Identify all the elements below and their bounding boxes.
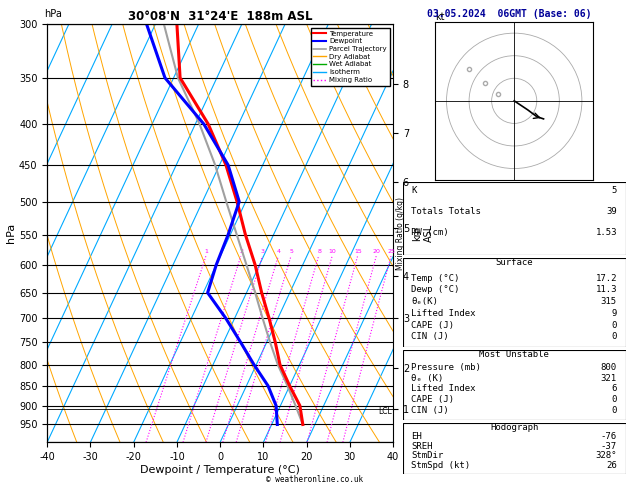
Text: 328°: 328°	[596, 451, 617, 460]
Text: EH: EH	[411, 432, 422, 441]
Text: 8: 8	[317, 249, 321, 254]
Text: hPa: hPa	[44, 9, 62, 19]
Text: 315: 315	[601, 297, 617, 306]
Text: 3: 3	[261, 249, 265, 254]
Text: 2: 2	[240, 249, 243, 254]
Text: CAPE (J): CAPE (J)	[411, 321, 455, 330]
Y-axis label: hPa: hPa	[6, 223, 16, 243]
Text: LCL: LCL	[378, 407, 392, 416]
Text: StmSpd (kt): StmSpd (kt)	[411, 461, 470, 470]
Text: Pressure (mb): Pressure (mb)	[411, 363, 481, 372]
Text: 17.2: 17.2	[596, 274, 617, 283]
Text: 03.05.2024  06GMT (Base: 06): 03.05.2024 06GMT (Base: 06)	[427, 9, 592, 19]
Text: 0: 0	[611, 321, 617, 330]
Legend: Temperature, Dewpoint, Parcel Trajectory, Dry Adiabat, Wet Adiabat, Isotherm, Mi: Temperature, Dewpoint, Parcel Trajectory…	[311, 28, 389, 86]
Text: 26: 26	[606, 461, 617, 470]
Text: 25: 25	[387, 249, 396, 254]
Text: © weatheronline.co.uk: © weatheronline.co.uk	[266, 474, 363, 484]
Text: 39: 39	[606, 207, 617, 216]
Text: 0: 0	[611, 332, 617, 341]
Text: θₑ(K): θₑ(K)	[411, 297, 438, 306]
Text: Lifted Index: Lifted Index	[411, 384, 476, 393]
Text: 20: 20	[373, 249, 381, 254]
Text: 321: 321	[601, 374, 617, 382]
Text: Hodograph: Hodograph	[490, 423, 538, 432]
Text: Dewp (°C): Dewp (°C)	[411, 285, 460, 295]
Text: PW (cm): PW (cm)	[411, 228, 449, 237]
Text: Lifted Index: Lifted Index	[411, 309, 476, 318]
Text: 11.3: 11.3	[596, 285, 617, 295]
Text: CIN (J): CIN (J)	[411, 406, 449, 415]
Text: 9: 9	[611, 309, 617, 318]
X-axis label: Dewpoint / Temperature (°C): Dewpoint / Temperature (°C)	[140, 465, 300, 475]
Text: -37: -37	[601, 442, 617, 451]
Text: 6: 6	[611, 384, 617, 393]
Text: 800: 800	[601, 363, 617, 372]
Text: 1: 1	[204, 249, 208, 254]
Text: 0: 0	[611, 406, 617, 415]
Text: CIN (J): CIN (J)	[411, 332, 449, 341]
Text: 10: 10	[329, 249, 337, 254]
Text: Most Unstable: Most Unstable	[479, 350, 549, 359]
Text: Surface: Surface	[496, 258, 533, 267]
Text: CAPE (J): CAPE (J)	[411, 395, 455, 404]
Text: 1.53: 1.53	[596, 228, 617, 237]
Text: -76: -76	[601, 432, 617, 441]
Text: θₑ (K): θₑ (K)	[411, 374, 443, 382]
Text: StmDir: StmDir	[411, 451, 443, 460]
Text: SREH: SREH	[411, 442, 433, 451]
Text: Temp (°C): Temp (°C)	[411, 274, 460, 283]
Text: 4: 4	[277, 249, 281, 254]
Text: 0: 0	[611, 395, 617, 404]
Text: 15: 15	[354, 249, 362, 254]
Y-axis label: km
ASL: km ASL	[412, 224, 433, 243]
Text: Mixing Ratio (g/kg): Mixing Ratio (g/kg)	[396, 197, 405, 270]
Text: K: K	[411, 186, 417, 195]
Text: 5: 5	[289, 249, 293, 254]
Title: 30°08'N  31°24'E  188m ASL: 30°08'N 31°24'E 188m ASL	[128, 10, 313, 23]
Text: Totals Totals: Totals Totals	[411, 207, 481, 216]
Text: kt: kt	[435, 12, 445, 22]
Text: 5: 5	[611, 186, 617, 195]
